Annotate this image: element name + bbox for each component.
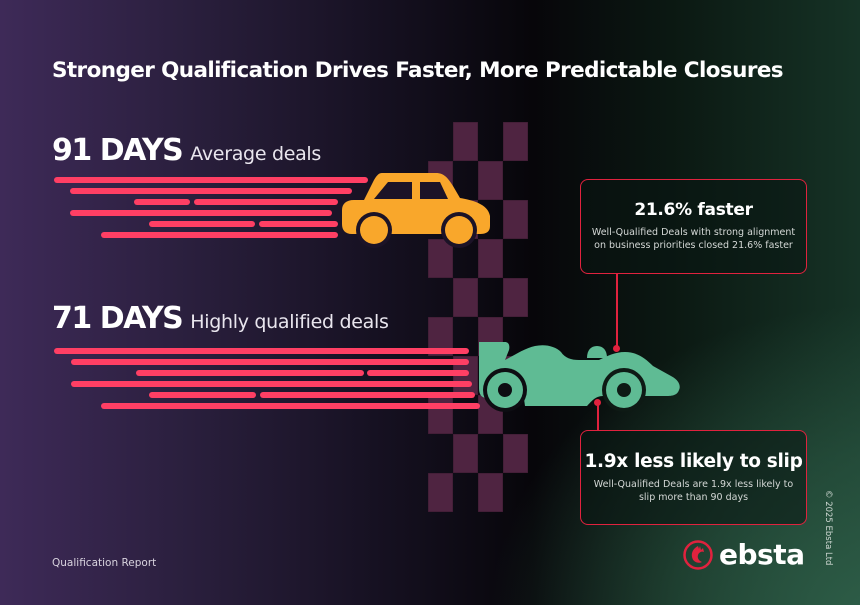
connector-line: [616, 273, 618, 349]
callout-body-line: Well-Qualified Deals are 1.9x less likel…: [593, 479, 794, 490]
stat-highly-qualified-deals: 71 DAYS Highly qualified deals: [52, 301, 389, 336]
callout-body-line: Well-Qualified Deals with strong alignme…: [591, 227, 796, 238]
callout-body: Well-Qualified Deals are 1.9x less likel…: [581, 478, 806, 504]
callout-body-line: slip more than 90 days: [638, 492, 749, 503]
callout-heading: 1.9x less likely to slip: [584, 451, 803, 472]
ebsta-logo: ebsta: [683, 538, 805, 571]
stat-label: Highly qualified deals: [190, 311, 389, 333]
ebsta-logo-icon: [683, 539, 713, 570]
race-car-icon: [479, 342, 680, 412]
callout-body-line: on business priorities closed 21.6% fast…: [594, 240, 793, 251]
callout-body: Well-Qualified Deals with strong alignme…: [581, 226, 806, 252]
stat-label: Average deals: [190, 143, 322, 165]
page-title: Stronger Qualification Drives Faster, Mo…: [52, 58, 784, 83]
callout-heading: 21.6% faster: [634, 200, 753, 220]
stat-average-deals: 91 DAYS Average deals: [52, 133, 321, 168]
connector-line: [597, 404, 599, 431]
copyright-text: © 2025 Ebsta Ltd: [823, 490, 833, 566]
callout-less-slip: 1.9x less likely to slip Well-Qualified …: [580, 430, 807, 525]
report-name: Qualification Report: [52, 557, 157, 569]
connector-dot: [613, 345, 620, 352]
connector-dot: [594, 399, 601, 406]
callout-faster: 21.6% faster Well-Qualified Deals with s…: [580, 179, 807, 274]
stat-number: 71 DAYS: [52, 301, 184, 336]
stat-number: 91 DAYS: [52, 133, 184, 168]
car-icon: [342, 173, 490, 248]
brand-name: ebsta: [719, 538, 805, 571]
